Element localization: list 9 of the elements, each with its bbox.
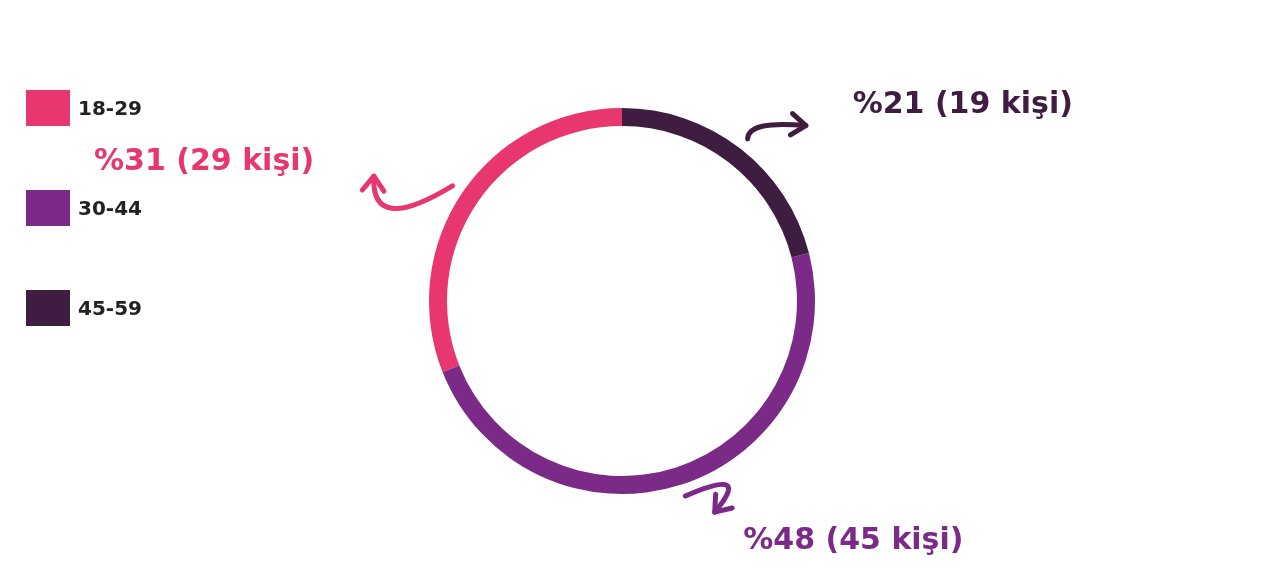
donut-slice	[429, 108, 622, 373]
donut-slice	[442, 253, 815, 494]
data-label: %48 (45 kişi)	[743, 520, 964, 556]
legend-label: 30-44	[78, 196, 142, 220]
legend-label: 45-59	[78, 296, 142, 320]
data-label: %31 (29 kişi)	[94, 142, 315, 178]
legend-label: 18-29	[78, 96, 142, 120]
donut-slice	[622, 108, 809, 258]
data-label: %21 (19 kişi)	[852, 85, 1073, 121]
